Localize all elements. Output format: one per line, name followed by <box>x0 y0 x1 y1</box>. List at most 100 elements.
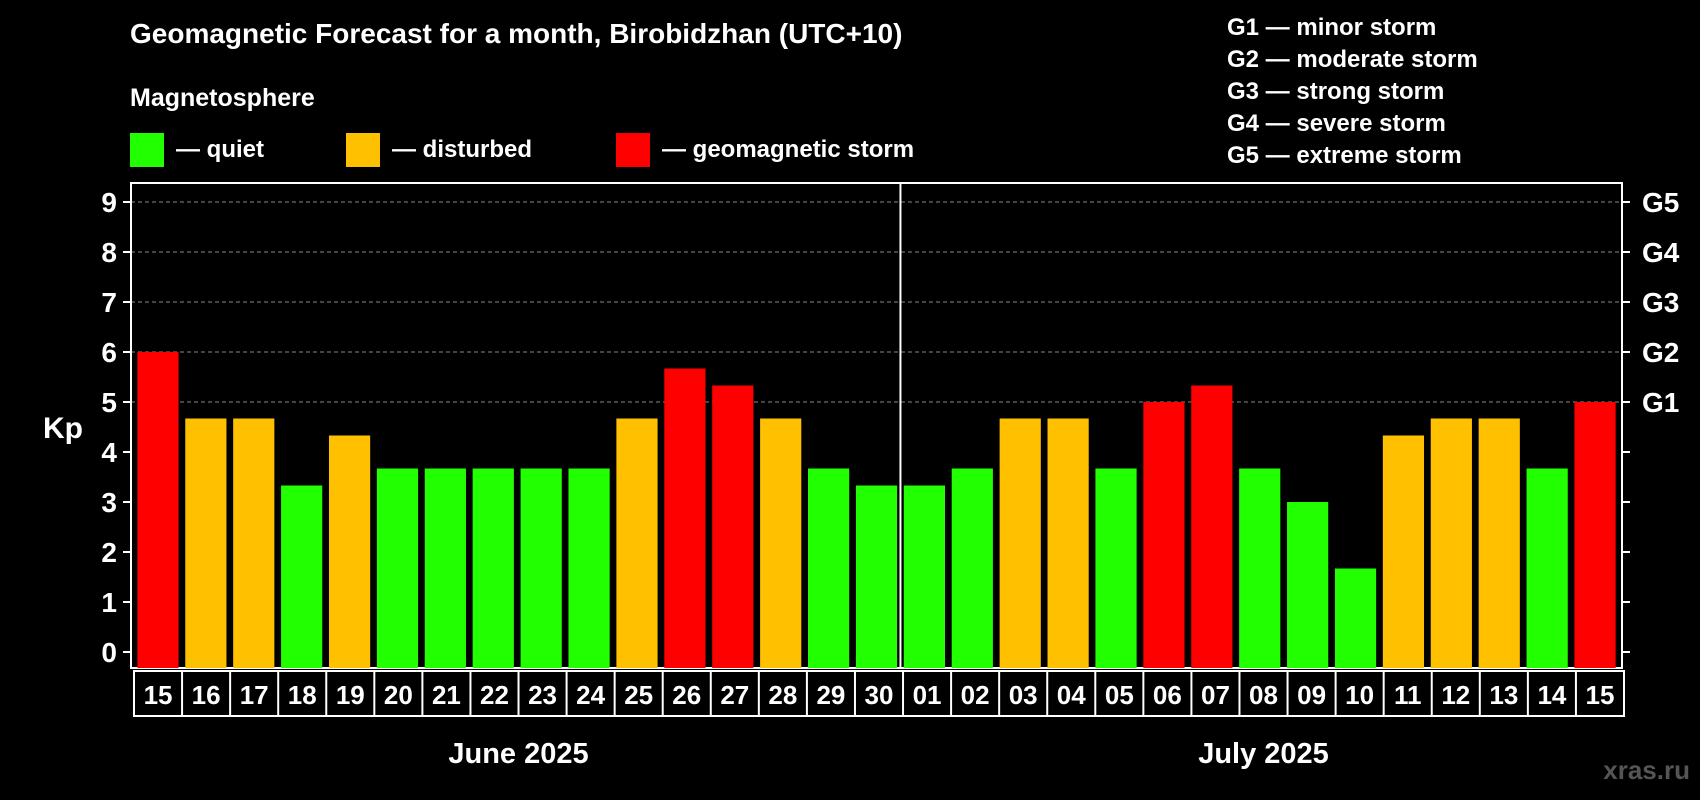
bar-quiet <box>951 468 993 668</box>
x-tick-label: 22 <box>480 680 509 710</box>
bar-quiet <box>1287 502 1329 668</box>
legend-swatch-quiet <box>130 133 164 167</box>
x-tick-label: 17 <box>240 680 269 710</box>
x-tick-label: 28 <box>768 680 797 710</box>
x-tick-label: 15 <box>144 680 173 710</box>
bar-quiet <box>568 468 610 668</box>
bar-disturbed <box>233 418 275 668</box>
g-legend-item-g2: G2 — moderate storm <box>1227 46 1478 73</box>
watermark: xras.ru <box>1603 755 1690 785</box>
legend-swatch-storm <box>616 133 650 167</box>
bar-quiet <box>855 485 898 668</box>
y-tick-label: 9 <box>101 187 117 218</box>
g-scale-label: G3 <box>1642 287 1679 318</box>
x-tick-label: 23 <box>528 680 557 710</box>
month-label: June 2025 <box>448 738 588 770</box>
y-tick-label: 5 <box>101 387 117 418</box>
x-tick-label: 09 <box>1297 680 1326 710</box>
x-tick-label: 21 <box>432 680 461 710</box>
g-scale-label: G1 <box>1642 387 1679 418</box>
x-tick-label: 15 <box>1586 680 1615 710</box>
x-tick-label: 06 <box>1153 680 1182 710</box>
g-scale-label: G5 <box>1642 187 1679 218</box>
date-axis-frame <box>133 670 1625 717</box>
x-tick-label: 07 <box>1201 680 1230 710</box>
bar-storm <box>664 368 706 668</box>
bar-disturbed <box>760 418 802 668</box>
x-tick-label: 11 <box>1394 680 1422 710</box>
legend-label-quiet: — quiet <box>176 136 264 163</box>
x-tick-label: 05 <box>1105 680 1134 710</box>
legend-item-storm: — geomagnetic storm <box>616 133 914 167</box>
bar-disturbed <box>1430 418 1472 668</box>
bar-storm <box>1143 402 1185 668</box>
bar-quiet <box>520 468 562 668</box>
y-tick-label: 4 <box>101 437 117 468</box>
bar-quiet <box>1095 468 1137 668</box>
bar-disturbed <box>185 418 227 668</box>
bar-quiet <box>376 468 419 668</box>
g-legend-item-g3: G3 — strong storm <box>1227 78 1445 105</box>
g-legend-item-g4: G4 — severe storm <box>1227 110 1446 137</box>
x-tick-label: 13 <box>1489 680 1518 710</box>
bar-quiet <box>1239 468 1281 668</box>
bar-disturbed <box>1047 418 1089 668</box>
bar-quiet <box>903 485 946 668</box>
bar-disturbed <box>1382 435 1425 668</box>
x-tick-label: 08 <box>1249 680 1278 710</box>
x-tick-label: 20 <box>384 680 413 710</box>
g-legend-item-g1: G1 — minor storm <box>1227 14 1437 41</box>
bar-storm <box>137 352 179 668</box>
x-tick-label: 29 <box>816 680 845 710</box>
legend-item-disturbed: — disturbed <box>346 133 532 167</box>
legend-label-storm: — geomagnetic storm <box>662 136 915 163</box>
bar-storm <box>1191 385 1233 668</box>
y-tick-label: 3 <box>101 487 117 518</box>
legend-label-disturbed: — disturbed <box>392 136 533 163</box>
y-tick-label: 1 <box>101 587 117 618</box>
y-tick-label: 8 <box>101 237 117 268</box>
legend-heading: Magnetosphere <box>130 84 315 112</box>
bar-quiet <box>1526 468 1568 668</box>
bar-quiet <box>424 468 466 668</box>
bar-disturbed <box>328 435 371 668</box>
bar-storm <box>1574 402 1616 668</box>
y-tick-label: 6 <box>101 337 117 368</box>
bar-disturbed <box>1478 418 1520 668</box>
x-tick-label: 25 <box>624 680 653 710</box>
x-tick-label: 16 <box>192 680 221 710</box>
x-tick-label: 01 <box>913 680 942 710</box>
bar-quiet <box>472 468 514 668</box>
month-label: July 2025 <box>1198 738 1329 770</box>
y-tick-label: 2 <box>101 537 117 568</box>
g-scale-legend: G1 — minor storm G2 — moderate storm G3 … <box>1227 12 1478 172</box>
bar-quiet <box>807 468 850 668</box>
x-tick-label: 24 <box>576 680 605 710</box>
chart-title: Geomagnetic Forecast for a month, Birobi… <box>130 18 903 49</box>
legend-item-quiet: — quiet <box>130 133 264 167</box>
x-tick-label: 30 <box>865 680 894 710</box>
bar-quiet <box>1334 568 1377 668</box>
x-tick-label: 03 <box>1009 680 1038 710</box>
bar-disturbed <box>616 418 658 668</box>
x-tick-label: 14 <box>1537 680 1566 710</box>
x-tick-label: 27 <box>720 680 749 710</box>
bar-quiet <box>281 485 323 668</box>
x-tick-label: 04 <box>1057 680 1086 710</box>
x-tick-label: 26 <box>672 680 701 710</box>
bar-storm <box>712 385 754 668</box>
x-tick-label: 02 <box>961 680 990 710</box>
x-tick-label: 18 <box>288 680 317 710</box>
legend-swatch-disturbed <box>346 133 380 167</box>
y-tick-label: 7 <box>101 287 117 318</box>
g-scale-label: G2 <box>1642 337 1679 368</box>
g-legend-item-g5: G5 — extreme storm <box>1227 142 1462 169</box>
bar-disturbed <box>999 418 1041 668</box>
g-scale-label: G4 <box>1642 237 1680 268</box>
x-tick-label: 12 <box>1441 680 1470 710</box>
x-tick-label: 19 <box>336 680 365 710</box>
y-tick-label: 0 <box>101 637 117 668</box>
x-tick-label: 10 <box>1345 680 1374 710</box>
y-axis-label: Kp <box>43 412 83 445</box>
